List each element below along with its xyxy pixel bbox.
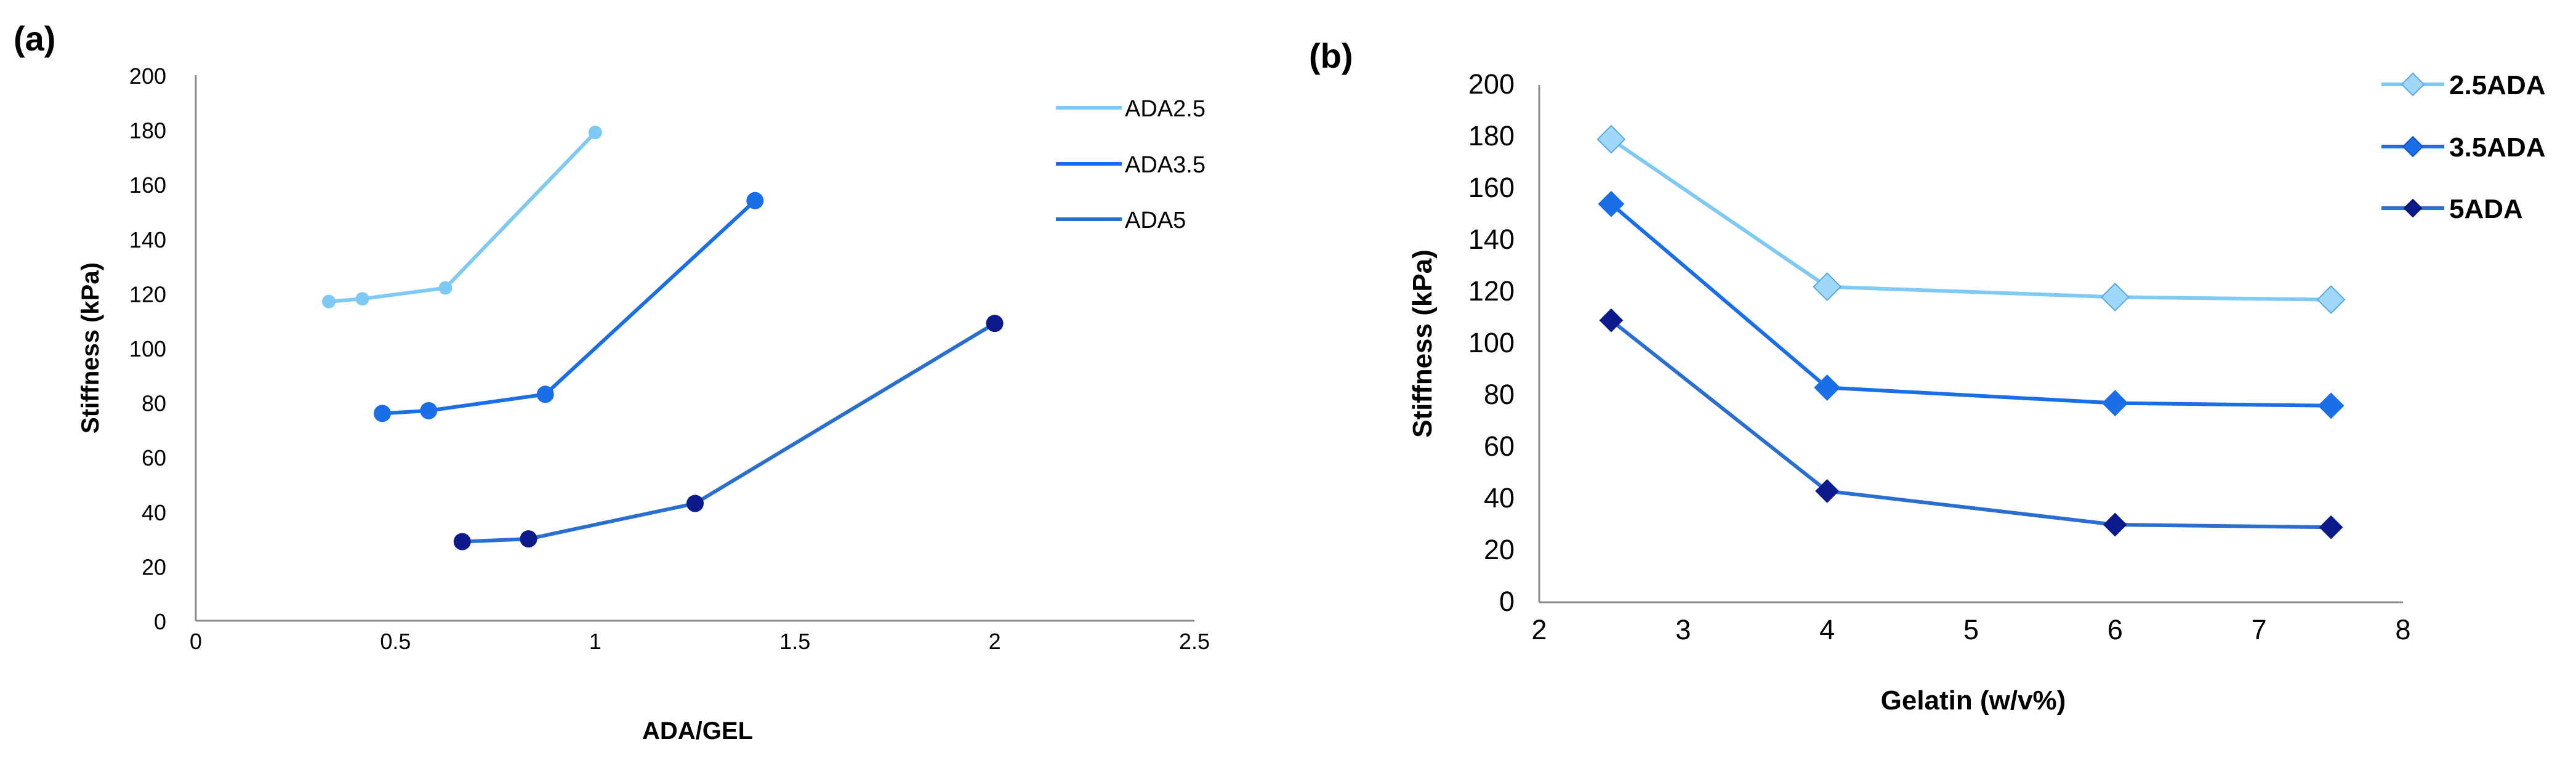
- data-point-2-5ada: [2316, 285, 2346, 315]
- legend-label-ada5: ADA5: [1125, 208, 1186, 233]
- series-line-5ada: [1610, 318, 2332, 530]
- x-tick-label: 5: [1963, 614, 1979, 645]
- series-line-ada2-5: [328, 131, 597, 304]
- panel-label-a: (a): [14, 19, 55, 58]
- y-tick-label: 40: [1484, 482, 1515, 514]
- y-axis-title-b: Stiffness (kPa): [1407, 249, 1438, 438]
- x-tick-label: 1: [589, 629, 602, 654]
- y-tick-label: 80: [142, 391, 166, 416]
- y-tick-label: 0: [1499, 586, 1515, 617]
- y-tick-labels-a: 0 20 40 60 80 100 120 140 160 180 200: [129, 63, 166, 634]
- data-point-ada3-5: [536, 386, 554, 403]
- legend-marker-2-5ada: [2401, 72, 2425, 97]
- y-tick-label: 20: [142, 554, 166, 579]
- y-tick-label: 200: [1468, 68, 1515, 100]
- y-tick-label: 80: [1484, 379, 1515, 410]
- data-point-ada2-5: [438, 281, 453, 295]
- x-axis-title-b: Gelatin (w/v%): [1881, 685, 2066, 716]
- data-point-ada5: [686, 495, 704, 512]
- y-tick-label: 100: [1468, 327, 1515, 358]
- x-axis-title-a: ADA/GEL: [642, 717, 753, 745]
- series-group-a: [322, 126, 1004, 551]
- data-point-ada3-5: [746, 192, 764, 209]
- x-tick-label: 0: [190, 629, 202, 654]
- legend-label-ada3-5: ADA3.5: [1125, 152, 1205, 178]
- series-group-b: [1596, 124, 2346, 539]
- data-point-5ada: [2103, 512, 2127, 537]
- y-tick-label: 60: [142, 445, 166, 470]
- x-tick-label: 2: [989, 629, 1001, 654]
- series-line-ada5: [462, 321, 996, 544]
- x-tick-label: 7: [2252, 614, 2267, 645]
- legend-marker-3-5ada: [2402, 135, 2424, 158]
- y-tick-labels-b: 0 20 40 60 80 100 120 140 160 180 200: [1468, 68, 1515, 617]
- x-tick-label: 2: [1531, 614, 1547, 645]
- y-tick-label: 120: [129, 281, 166, 307]
- y-axis-title-a: Stiffness (kPa): [77, 262, 104, 434]
- data-point-5ada: [1815, 478, 1840, 503]
- data-point-ada2-5: [355, 292, 369, 306]
- x-tick-label: 1.5: [779, 629, 810, 654]
- data-point-ada5: [520, 530, 537, 548]
- x-tick-label: 6: [2107, 614, 2123, 645]
- y-tick-label: 180: [129, 118, 166, 143]
- data-point-2-5ada: [2100, 282, 2130, 312]
- data-point-3-5ada: [1598, 190, 1625, 217]
- data-point-3-5ada: [1814, 374, 1841, 401]
- y-tick-label: 180: [1468, 120, 1515, 151]
- legend-label-3-5ada: 3.5ADA: [2449, 132, 2546, 163]
- x-tick-label: 8: [2395, 614, 2410, 645]
- data-point-3-5ada: [2101, 390, 2128, 417]
- data-point-ada2-5: [588, 126, 602, 140]
- legend-marker-5ada: [2403, 198, 2423, 218]
- data-point-2-5ada: [1596, 124, 1626, 154]
- legend-b: 2.5ADA 3.5ADA 5ADA: [2381, 70, 2546, 224]
- panel-label-b: (b): [1309, 36, 1353, 75]
- series-line-2-5ada: [1610, 137, 2332, 302]
- data-point-ada3-5: [373, 405, 391, 422]
- legend-a: ADA2.5 ADA3.5 ADA5: [1056, 96, 1205, 233]
- data-point-ada5: [986, 315, 1004, 333]
- legend-label-2-5ada: 2.5ADA: [2449, 70, 2546, 100]
- data-point-ada3-5: [420, 402, 438, 419]
- y-tick-label: 160: [129, 172, 166, 198]
- data-point-5ada: [2319, 515, 2343, 539]
- data-point-ada2-5: [322, 294, 336, 309]
- y-tick-label: 40: [142, 500, 166, 525]
- x-tick-label: 0.5: [380, 629, 411, 654]
- y-tick-label: 60: [1484, 430, 1515, 462]
- y-tick-label: 200: [129, 63, 166, 89]
- legend-label-5ada: 5ADA: [2449, 194, 2523, 224]
- series-line-3-5ada: [1609, 202, 2332, 408]
- y-tick-label: 140: [1468, 224, 1515, 255]
- series-line-ada3-5: [382, 199, 757, 416]
- y-tick-label: 160: [1468, 172, 1515, 203]
- y-tick-label: 140: [129, 227, 166, 252]
- data-point-ada5: [453, 533, 471, 551]
- legend-label-ada2-5: ADA2.5: [1125, 96, 1205, 122]
- x-tick-label: 4: [1819, 614, 1835, 645]
- data-point-3-5ada: [2317, 392, 2345, 419]
- data-point-2-5ada: [1813, 272, 1842, 302]
- x-tick-labels-a: 0 0.5 1 1.5 2 2.5: [190, 629, 1210, 654]
- data-point-5ada: [1599, 308, 1624, 333]
- x-tick-label: 2.5: [1179, 629, 1210, 654]
- chart-panel-a: (a) 0 20 40 60 80 100 120 140 160 180 200 0 0.5 1 1.5…: [14, 19, 1210, 745]
- y-tick-label: 100: [129, 336, 166, 361]
- x-tick-labels-b: 2 3 4 5 6 7 8: [1531, 614, 2410, 645]
- y-tick-label: 20: [1484, 534, 1515, 565]
- y-tick-label: 120: [1468, 275, 1515, 307]
- y-tick-label: 0: [154, 609, 166, 634]
- x-tick-label: 3: [1675, 614, 1691, 645]
